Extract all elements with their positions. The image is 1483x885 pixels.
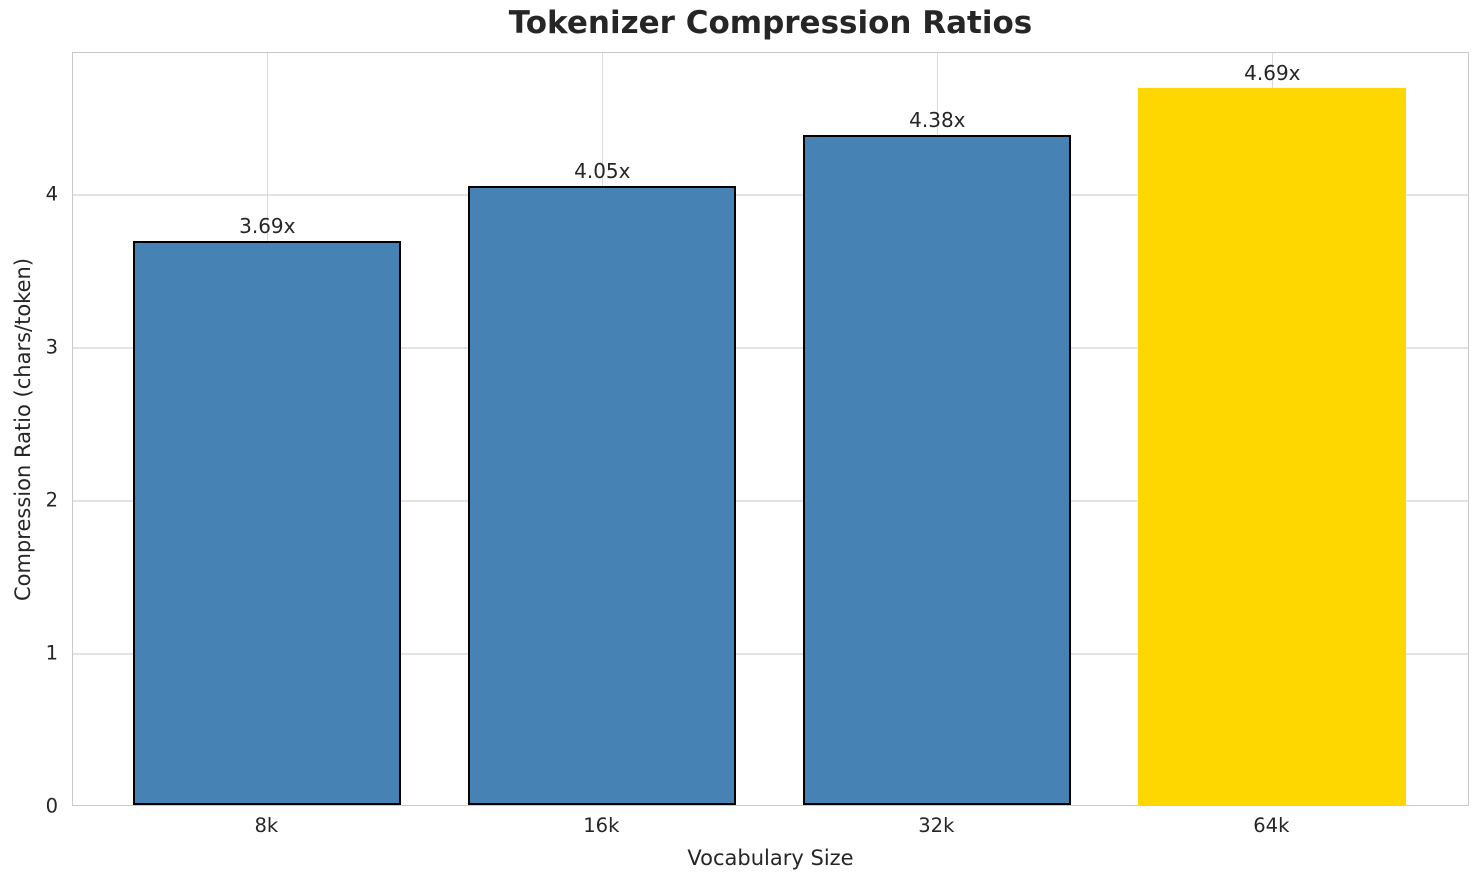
y-tick-label: 1 (45, 641, 58, 665)
y-tick-label: 3 (45, 335, 58, 359)
bar-8k (133, 240, 402, 805)
y-tick-label: 2 (45, 488, 58, 512)
h-gridline (73, 347, 1468, 349)
bar-16k (468, 185, 737, 805)
bar-64k (1138, 87, 1407, 805)
h-gridline (73, 653, 1468, 655)
x-axis-label: Vocabulary Size (687, 846, 854, 870)
y-axis-label: Compression Ratio (chars/token) (11, 257, 35, 601)
bar-value-label: 3.69x (239, 213, 296, 238)
bar-value-label: 4.38x (909, 108, 966, 133)
chart-title: Tokenizer Compression Ratios (508, 5, 1033, 41)
bar-32k (803, 135, 1072, 805)
x-tick-label: 16k (583, 814, 620, 837)
y-tick-label: 0 (45, 794, 58, 818)
h-gridline (73, 500, 1468, 502)
plot-area: 3.69x 4.05x 4.38x 4.69x (72, 52, 1469, 806)
h-gridline (73, 194, 1468, 196)
x-tick-label: 64k (1253, 814, 1290, 837)
x-tick-label: 32k (918, 814, 955, 837)
bar-value-label: 4.05x (574, 158, 631, 183)
bar-value-label: 4.69x (1244, 60, 1301, 85)
x-tick-label: 8k (254, 814, 279, 837)
y-tick-label: 4 (45, 182, 58, 206)
